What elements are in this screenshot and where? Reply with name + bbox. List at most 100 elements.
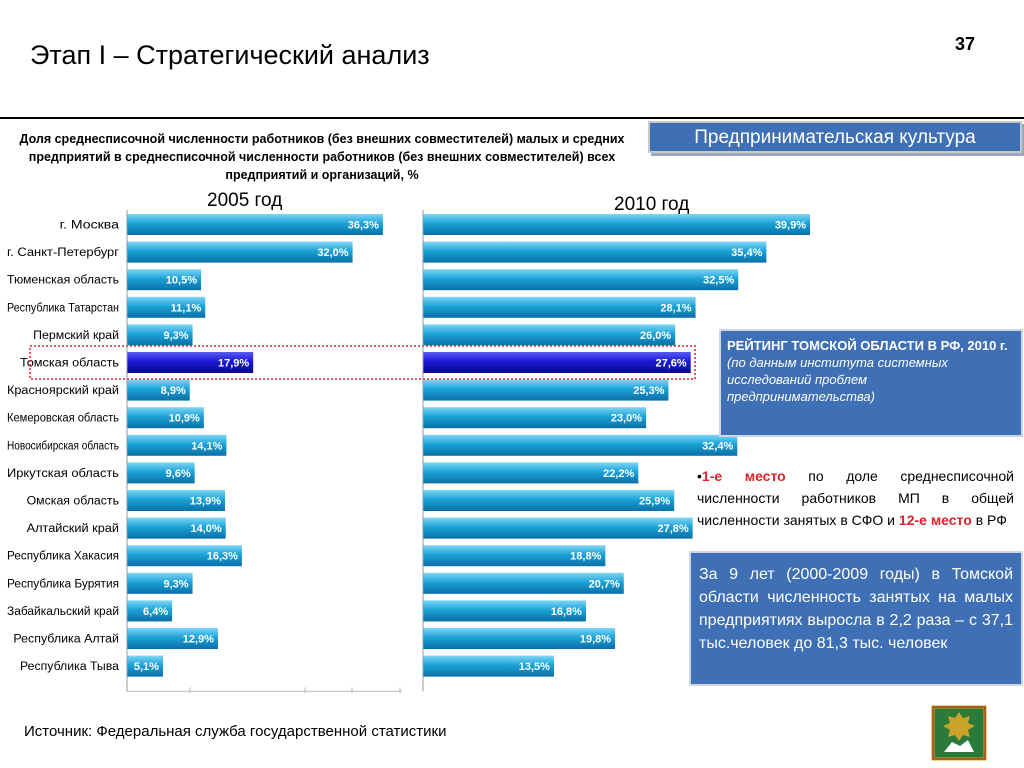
rating-title: РЕЙТИНГ ТОМСКОЙ ОБЛАСТИ В РФ, 2010 г. bbox=[727, 338, 1008, 353]
bar-2005 bbox=[127, 517, 226, 539]
source-note: Источник: Федеральная служба государстве… bbox=[24, 723, 447, 740]
rating-box: РЕЙТИНГ ТОМСКОЙ ОБЛАСТИ В РФ, 2010 г. (п… bbox=[719, 329, 1023, 437]
bar-value-label-2010: 23,0% bbox=[611, 413, 642, 425]
bar-2010 bbox=[423, 655, 554, 677]
chart-2005-title: 2005 год bbox=[207, 190, 283, 211]
category-label: Республика Тыва bbox=[20, 661, 120, 673]
bar-value-label-2010: 18,8% bbox=[570, 551, 601, 563]
ranking-bullet: • bbox=[697, 468, 702, 484]
bar-value-label-2010: 27,6% bbox=[656, 358, 687, 370]
bar-value-label-2005: 6,4% bbox=[143, 606, 168, 618]
bar-2010 bbox=[423, 572, 624, 594]
bar-value-label-2010: 22,2% bbox=[603, 468, 634, 480]
bar-2005 bbox=[127, 490, 225, 511]
tomsk-emblem-icon bbox=[931, 705, 987, 761]
bar-value-label-2010: 39,9% bbox=[775, 220, 806, 232]
bar-2005 bbox=[127, 628, 218, 649]
category-label: Томская область bbox=[20, 358, 119, 370]
category-label: г. Москва bbox=[60, 220, 120, 232]
ranking-text: •1-е место по доле среднесписочной числе… bbox=[697, 465, 1014, 531]
bar-value-label-2005: 13,9% bbox=[190, 496, 221, 508]
bar-2005 bbox=[127, 462, 195, 484]
bar-value-label-2010: 20,7% bbox=[589, 578, 620, 590]
bar-value-label-2005: 9,6% bbox=[166, 468, 191, 480]
bar-value-label-2005: 16,3% bbox=[207, 551, 238, 563]
category-label: Кемеровская область bbox=[7, 413, 119, 425]
section-banner: Предпринимательская культура bbox=[648, 121, 1022, 153]
bar-2005 bbox=[127, 434, 227, 456]
bar-2010 bbox=[423, 379, 669, 401]
ranking-text-2: в РФ bbox=[975, 512, 1007, 528]
bar-2010 bbox=[423, 324, 676, 346]
rating-note: (по данным института системных исследова… bbox=[727, 355, 948, 404]
bar-value-label-2010: 32,5% bbox=[703, 275, 734, 287]
bar-value-label-2010: 32,4% bbox=[702, 440, 733, 452]
category-label: Новосибирская область bbox=[7, 440, 119, 452]
bar-2010 bbox=[423, 407, 647, 429]
bar-2010 bbox=[423, 545, 606, 567]
bar-2005 bbox=[127, 545, 242, 567]
bar-value-label-2010: 13,5% bbox=[519, 661, 550, 673]
bar-2010 bbox=[423, 600, 586, 622]
bar-value-label-2010: 16,8% bbox=[551, 606, 582, 618]
bar-value-label-2005: 14,0% bbox=[190, 523, 221, 535]
bar-value-label-2005: 10,5% bbox=[166, 275, 197, 287]
category-label: Омская область bbox=[27, 496, 119, 508]
bar-2005 bbox=[127, 407, 204, 429]
bar-2010 bbox=[423, 462, 639, 484]
bar-2010 bbox=[423, 490, 675, 511]
bar-2010 bbox=[423, 296, 696, 318]
ranking-text-1: по доле среднесписочной численности рабо… bbox=[697, 468, 1015, 528]
bar-value-label-2010: 27,8% bbox=[657, 523, 688, 535]
category-label: Республика Хакасия bbox=[7, 551, 119, 563]
category-label: Республика Алтай bbox=[13, 634, 119, 646]
bar-2005 bbox=[127, 655, 163, 677]
bar-2005 bbox=[127, 379, 190, 401]
bar-value-label-2010: 19,8% bbox=[580, 634, 611, 646]
chart-2010-title: 2010 год bbox=[614, 194, 690, 215]
bar-value-label-2005: 12,9% bbox=[183, 634, 214, 646]
bar-value-label-2005: 9,3% bbox=[163, 330, 188, 342]
bar-2010 bbox=[423, 269, 739, 291]
bar-2010 bbox=[423, 352, 691, 373]
category-label: Алтайский край bbox=[27, 523, 119, 535]
bar-2005 bbox=[127, 269, 202, 291]
bar-value-label-2005: 11,1% bbox=[171, 302, 202, 314]
bar-2005 bbox=[127, 296, 206, 318]
bar-2010 bbox=[423, 214, 811, 235]
bar-value-label-2010: 25,9% bbox=[639, 496, 670, 508]
category-label: Иркутская область bbox=[7, 468, 119, 480]
bar-value-label-2005: 17,9% bbox=[218, 358, 249, 370]
bar-value-label-2010: 35,4% bbox=[731, 247, 762, 259]
bar-2005 bbox=[127, 352, 254, 373]
bar-charts: г. Москва г. Санкт-Петербург Тюменская обл… bbox=[7, 210, 811, 694]
bar-2005 bbox=[127, 600, 173, 622]
category-label: Республика Бурятия bbox=[7, 578, 119, 590]
ranking-place-sfo: 1-е место bbox=[701, 468, 786, 484]
bar-2005 bbox=[127, 572, 193, 594]
category-label: Тюменская область bbox=[7, 275, 119, 287]
category-label: Республика Татарстан bbox=[7, 302, 119, 314]
bar-value-label-2010: 28,1% bbox=[660, 302, 691, 314]
bar-value-label-2010: 25,3% bbox=[633, 385, 664, 397]
bar-value-label-2005: 9,3% bbox=[163, 578, 188, 590]
growth-box: За 9 лет (2000-2009 годы) в Томской обла… bbox=[689, 551, 1023, 686]
page-number: 37 bbox=[955, 34, 976, 54]
bar-2010 bbox=[423, 434, 738, 456]
bar-2010 bbox=[423, 241, 767, 263]
category-label: Забайкальский край bbox=[7, 606, 119, 618]
bar-value-label-2005: 10,9% bbox=[169, 413, 200, 425]
bar-2005 bbox=[127, 241, 353, 263]
highlight-frame bbox=[29, 345, 696, 380]
bar-2010 bbox=[423, 628, 616, 649]
bar-value-label-2005: 14,1% bbox=[191, 440, 222, 452]
ranking-place-rf: 12-е место bbox=[898, 512, 972, 528]
category-label: г. Санкт-Петербург bbox=[7, 247, 119, 259]
bar-value-label-2005: 36,3% bbox=[348, 220, 379, 232]
bar-value-label-2005: 32,0% bbox=[317, 247, 348, 259]
bar-2005 bbox=[127, 214, 383, 235]
chart-subtitle: Доля среднесписочной численности работни… bbox=[19, 132, 625, 182]
bar-2010 bbox=[423, 517, 693, 539]
category-label: Пермский край bbox=[33, 330, 119, 342]
title-divider bbox=[0, 117, 1024, 119]
